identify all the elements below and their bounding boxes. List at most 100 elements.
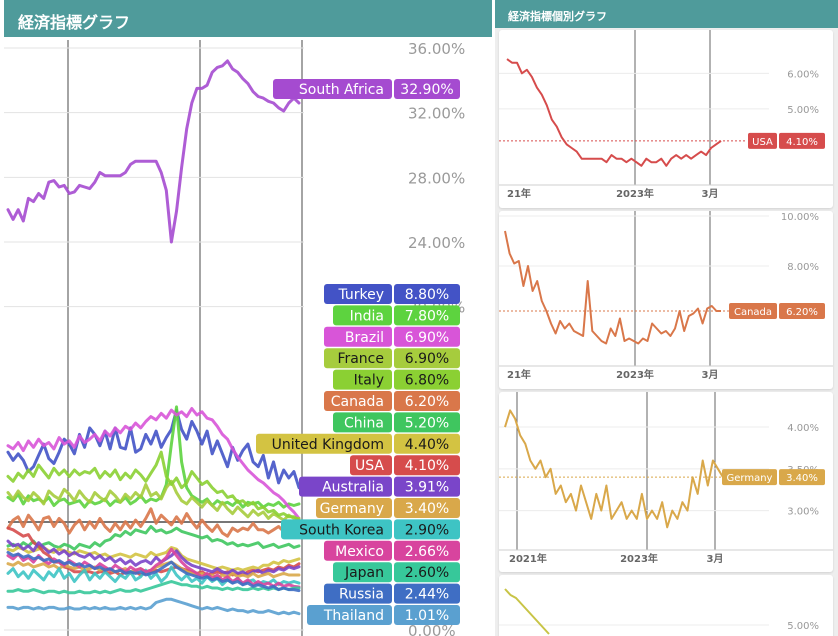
- series-line-russia[interactable]: [6, 550, 301, 593]
- value-label-russia[interactable]: Russia 2.44%: [324, 583, 460, 604]
- value-label-mexico[interactable]: Mexico 2.66%: [324, 540, 460, 561]
- value-label-value: 8.80%: [405, 287, 449, 303]
- detail-card-next[interactable]: 5.00%: [499, 575, 833, 636]
- value-label-name-box: [350, 455, 392, 476]
- detail-value-label-name-box: [729, 303, 777, 319]
- value-label-united-kingdom[interactable]: United Kingdom 4.40%: [256, 433, 460, 454]
- series-line-france[interactable]: [6, 479, 301, 522]
- value-label-value-box: [394, 433, 460, 454]
- value-label-name-box: [333, 412, 392, 433]
- value-label-value: 32.90%: [400, 82, 453, 98]
- y-tick-label: 32.00%: [408, 105, 465, 123]
- value-label-value-box: [394, 455, 460, 476]
- value-label-japan[interactable]: Japan 2.60%: [333, 562, 460, 583]
- value-label-name-box: [333, 369, 392, 390]
- value-label-value-box: [394, 562, 460, 583]
- value-label-name: France: [337, 351, 384, 367]
- value-label-value: 6.20%: [405, 394, 449, 410]
- value-label-canada[interactable]: Canada 6.20%: [324, 391, 460, 411]
- series-line-thailand[interactable]: [6, 597, 301, 616]
- y-tick-label: 24.00%: [408, 234, 465, 252]
- value-label-name-box: [324, 540, 392, 561]
- value-label-thailand[interactable]: Thailand 1.01%: [307, 605, 460, 625]
- detail-y-tick-label: 4.00%: [787, 423, 819, 434]
- series-line-italy[interactable]: [6, 450, 301, 522]
- main-chart-svg[interactable]: 36.00%32.00%28.00%24.00%20.00%0.00%South…: [4, 40, 492, 636]
- detail-card-canada[interactable]: 10.00% 8.00% 21年 2023年 3月 Canada 6.20%: [499, 211, 833, 389]
- detail-x-tick-label: 2023年: [620, 552, 658, 565]
- value-label-value-box: [394, 348, 460, 369]
- value-label-name-box: [333, 305, 392, 326]
- value-label-name: Mexico: [335, 544, 384, 560]
- value-label-value: 2.66%: [405, 544, 449, 560]
- value-label-value: 3.40%: [405, 501, 449, 517]
- detail-y-tick-label: 8.00%: [787, 262, 819, 273]
- value-label-australia[interactable]: Australia 3.91%: [299, 476, 460, 497]
- detail-x-tick-label: 2023年: [616, 368, 654, 381]
- detail-chart-next[interactable]: 5.00%: [499, 575, 833, 636]
- value-label-value-box: [394, 369, 460, 390]
- y-tick-label: 0.00%: [408, 622, 456, 636]
- value-label-south-korea[interactable]: South Korea 2.90%: [281, 519, 460, 540]
- detail-card-usa[interactable]: 6.00% 5.00% 21年 2023年 3月 USA 4.10%: [499, 30, 833, 208]
- value-label-germany[interactable]: Germany 3.40%: [316, 498, 460, 518]
- value-label-value: 2.90%: [405, 522, 449, 538]
- value-label-turkey[interactable]: Turkey 8.80%: [324, 284, 460, 304]
- detail-chart-canada[interactable]: 10.00% 8.00% 21年 2023年 3月 Canada 6.20%: [499, 211, 833, 389]
- value-label-value: 1.01%: [405, 608, 449, 624]
- value-label-name: Germany: [320, 501, 384, 517]
- value-label-value: 4.10%: [405, 458, 449, 474]
- detail-value-label-name-box: [722, 469, 777, 486]
- series-line-brazil[interactable]: [6, 407, 301, 520]
- detail-x-tick-label: 3月: [702, 369, 719, 381]
- detail-series-line-germany[interactable]: [504, 409, 724, 529]
- detail-value-label-value: 3.40%: [786, 473, 818, 484]
- value-label-name: India: [350, 308, 384, 324]
- value-label-name: Italy: [354, 373, 384, 389]
- value-label-value: 2.60%: [405, 565, 449, 581]
- value-label-name: South Africa: [299, 82, 384, 98]
- series-line-south-africa[interactable]: [6, 59, 301, 244]
- value-label-value-box: [394, 391, 460, 411]
- detail-y-tick-label: 10.00%: [781, 212, 819, 223]
- detail-charts-panel: 経済指標個別グラフ 6.00% 5.00% 21年 2023年 3月 USA 4.10% 1…: [495, 0, 838, 636]
- detail-chart-usa[interactable]: 6.00% 5.00% 21年 2023年 3月 USA 4.10%: [499, 30, 833, 208]
- value-label-value-box: [394, 412, 460, 433]
- value-label-usa[interactable]: USA 4.10%: [350, 455, 460, 476]
- value-label-name-box: [324, 391, 392, 411]
- detail-y-tick-label: 5.00%: [787, 105, 819, 116]
- detail-series-line-next[interactable]: [504, 588, 550, 635]
- main-chart[interactable]: 36.00%32.00%28.00%24.00%20.00%0.00%South…: [4, 40, 492, 636]
- detail-x-tick-label: 2021年: [509, 552, 547, 565]
- series-line-turkey[interactable]: [6, 408, 301, 490]
- value-label-value: 6.80%: [405, 373, 449, 389]
- value-label-name-box: [307, 605, 392, 625]
- value-label-name: USA: [355, 458, 384, 474]
- y-tick-label: 36.00%: [408, 40, 465, 58]
- detail-charts-title: 経済指標個別グラフ: [495, 0, 838, 28]
- value-label-value-box: [394, 583, 460, 604]
- value-label-value-box: [394, 476, 460, 497]
- value-label-india[interactable]: India 7.80%: [333, 305, 460, 326]
- detail-series-line-canada[interactable]: [504, 230, 721, 345]
- value-label-name-box: [316, 498, 392, 518]
- detail-value-label-value: 6.20%: [786, 307, 818, 318]
- value-label-china[interactable]: China 5.20%: [333, 412, 460, 433]
- value-label-south-africa[interactable]: South Africa 32.90%: [273, 79, 460, 99]
- detail-value-label-value-box: [779, 132, 825, 149]
- value-label-value: 3.91%: [405, 480, 449, 496]
- series-line-canada[interactable]: [6, 507, 301, 538]
- value-label-brazil[interactable]: Brazil 6.90%: [324, 326, 460, 347]
- detail-value-label-name-box: [748, 132, 777, 149]
- detail-value-label-germany: Germany 3.40%: [722, 469, 825, 486]
- series-line-china[interactable]: [6, 525, 301, 551]
- series-line-japan[interactable]: [6, 580, 301, 595]
- value-label-name-box: [273, 79, 392, 99]
- value-label-value: 6.90%: [405, 351, 449, 367]
- detail-series-line-usa[interactable]: [506, 58, 722, 167]
- value-label-france[interactable]: France 6.90%: [324, 348, 460, 369]
- detail-x-tick-label: 2023年: [616, 187, 654, 200]
- value-label-italy[interactable]: Italy 6.80%: [333, 369, 460, 390]
